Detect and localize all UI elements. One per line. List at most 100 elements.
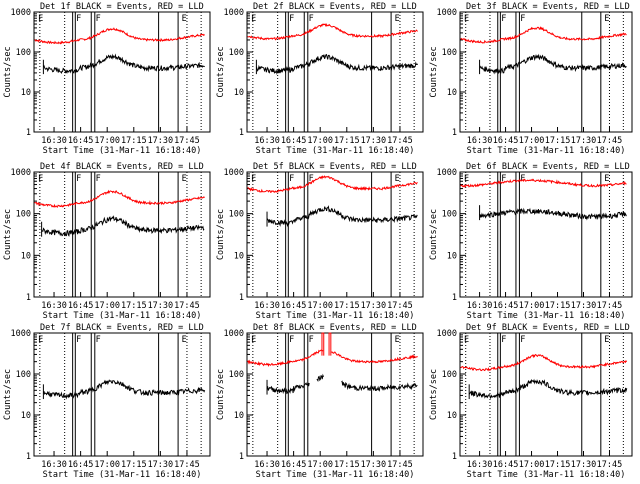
x-tick-label: 16:45 [68, 136, 94, 146]
y-axis-label: Counts/sec [216, 46, 226, 97]
marker-label: F [501, 335, 506, 345]
x-tick-label: 17:30 [571, 301, 597, 311]
x-tick-label: 17:30 [361, 136, 387, 146]
y-tick-label: 1 [26, 293, 31, 303]
y-tick-label: 100 [229, 370, 244, 380]
marker-label: F [289, 335, 294, 345]
y-tick-label: 1 [26, 128, 31, 138]
marker-label: E [38, 335, 43, 345]
x-tick-label: 16:45 [493, 136, 519, 146]
marker-label: E [464, 174, 469, 184]
x-axis-label: Start Time (31-Mar-11 16:18:40) [467, 470, 626, 480]
x-tick-label: 16:30 [467, 136, 493, 146]
x-tick-label: 17:45 [387, 136, 413, 146]
plot-title: Det 2f BLACK = Events, RED = LLD [253, 2, 417, 12]
x-tick-label: 16:45 [281, 460, 307, 470]
lld-series-line [460, 353, 628, 372]
events-series-line [41, 215, 205, 237]
x-tick-label: 17:30 [148, 136, 174, 146]
plot-frame [33, 11, 211, 133]
x-tick-label: 17:45 [597, 301, 623, 311]
plot-title: Det 7f BLACK = Events, RED = LLD [40, 323, 204, 333]
marker-label: F [309, 174, 314, 184]
x-tick-label: 17:45 [174, 136, 200, 146]
x-axis-label: Start Time (31-Mar-11 16:18:40) [43, 146, 202, 156]
y-tick-label: 10 [234, 251, 244, 261]
y-axis-label: Counts/sec [3, 209, 13, 260]
lld-spike-line [321, 332, 332, 356]
y-tick-label: 100 [16, 210, 31, 220]
plot-frame [33, 332, 211, 457]
plot-frame [459, 171, 633, 298]
x-tick-label: 16:30 [41, 136, 67, 146]
x-tick-label: 16:30 [254, 460, 280, 470]
y-tick-label: 100 [16, 48, 31, 58]
marker-label: F [289, 174, 294, 184]
lld-series-line [34, 27, 205, 45]
x-tick-label: 17:00 [519, 301, 545, 311]
marker-label: F [520, 335, 525, 345]
marker-label: F [309, 14, 314, 24]
marker-label: E [464, 14, 469, 24]
marker-label: F [501, 14, 506, 24]
marker-label: F [76, 335, 81, 345]
y-tick-label: 1000 [11, 168, 31, 178]
x-tick-label: 16:45 [493, 460, 519, 470]
plot-title: Det 1f BLACK = Events, RED = LLD [40, 2, 204, 12]
lld-series-line [34, 189, 205, 208]
y-tick-label: 1 [26, 452, 31, 462]
plot-title: Det 4f BLACK = Events, RED = LLD [40, 162, 204, 172]
plot-title: Det 9f BLACK = Events, RED = LLD [466, 323, 630, 333]
x-tick-label: 17:15 [545, 460, 571, 470]
lld-series-line [247, 349, 418, 367]
y-tick-label: 10 [21, 251, 31, 261]
y-tick-label: 1000 [224, 8, 244, 18]
y-tick-label: 1000 [437, 329, 457, 339]
marker-label: E [182, 174, 187, 184]
marker-label: F [520, 174, 525, 184]
y-tick-label: 1 [452, 452, 457, 462]
marker-label: E [38, 174, 43, 184]
y-tick-label: 1000 [11, 329, 31, 339]
marker-label: E [604, 335, 609, 345]
marker-label: E [182, 335, 187, 345]
x-tick-label: 17:15 [121, 460, 147, 470]
marker-label: F [309, 335, 314, 345]
x-tick-label: 17:15 [334, 136, 360, 146]
events-series-line [479, 207, 627, 221]
y-tick-label: 100 [229, 210, 244, 220]
x-tick-label: 17:00 [307, 136, 333, 146]
marker-label: F [96, 174, 101, 184]
x-tick-label: 17:45 [174, 301, 200, 311]
x-axis-label: Start Time (31-Mar-11 16:18:40) [43, 470, 202, 480]
marker-label: E [251, 14, 256, 24]
events-series-line [479, 53, 627, 75]
x-tick-label: 16:45 [68, 301, 94, 311]
lld-series-line [460, 26, 627, 44]
plot-frame [246, 11, 424, 133]
x-tick-label: 17:15 [545, 301, 571, 311]
y-tick-label: 1000 [437, 168, 457, 178]
x-axis-label: Start Time (31-Mar-11 16:18:40) [256, 311, 415, 321]
x-tick-label: 17:00 [519, 136, 545, 146]
plot-frame [459, 11, 633, 133]
marker-label: F [501, 174, 506, 184]
events-series-line [255, 53, 419, 76]
marker-label: E [395, 335, 400, 345]
plot-title: Det 6f BLACK = Events, RED = LLD [466, 162, 630, 172]
x-tick-label: 17:45 [387, 460, 413, 470]
x-tick-label: 17:45 [174, 460, 200, 470]
y-tick-label: 10 [447, 251, 457, 261]
x-tick-label: 17:30 [571, 460, 597, 470]
events-series-line [266, 373, 418, 395]
y-tick-label: 10 [447, 411, 457, 421]
marker-label: F [289, 14, 294, 24]
y-tick-label: 1000 [224, 329, 244, 339]
y-tick-label: 10 [21, 88, 31, 98]
marker-label: F [96, 335, 101, 345]
events-series-line [42, 53, 205, 75]
y-tick-label: 1 [452, 293, 457, 303]
x-tick-label: 16:45 [493, 301, 519, 311]
plot-frame [459, 332, 633, 457]
y-tick-label: 10 [447, 88, 457, 98]
